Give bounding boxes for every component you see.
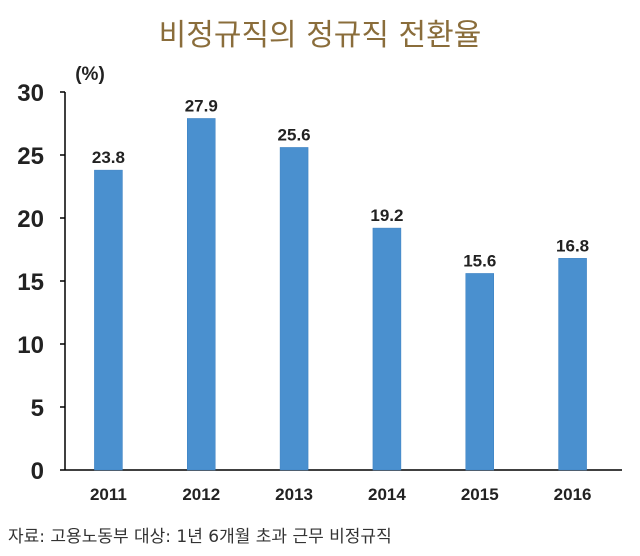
x-tick-label: 2013 — [275, 485, 313, 504]
y-tick-label: 10 — [17, 332, 44, 359]
x-tick-label: 2011 — [90, 485, 127, 504]
bar-value-label: 19.2 — [370, 206, 403, 225]
y-unit-label: (%) — [75, 64, 105, 85]
x-tick-label: 2016 — [554, 485, 592, 504]
y-tick-label: 30 — [17, 80, 44, 107]
bar-value-label: 16.8 — [556, 236, 589, 255]
bar-value-label: 25.6 — [278, 125, 311, 144]
bar — [558, 258, 587, 471]
x-tick-label: 2015 — [461, 485, 499, 504]
y-tick-label: 25 — [17, 143, 44, 170]
bar — [94, 169, 123, 471]
bar — [465, 273, 494, 471]
bar-value-label: 15.6 — [463, 251, 496, 270]
bar — [187, 118, 216, 471]
chart-title: 비정규직의 정규직 전환율 — [158, 18, 482, 53]
y-tick-label: 0 — [31, 458, 44, 485]
y-tick-label: 20 — [17, 206, 44, 233]
y-tick-label: 5 — [31, 395, 44, 422]
source-note: 자료: 고용노동부 대상: 1년 6개월 초과 근무 비정규직 — [8, 527, 392, 547]
x-tick-label: 2012 — [182, 485, 220, 504]
y-tick-label: 15 — [17, 269, 44, 296]
bar-value-label: 23.8 — [92, 148, 125, 167]
bar — [279, 147, 309, 471]
bar — [372, 227, 402, 471]
x-tick-label: 2014 — [368, 485, 406, 504]
bar-value-label: 27.9 — [185, 96, 218, 115]
